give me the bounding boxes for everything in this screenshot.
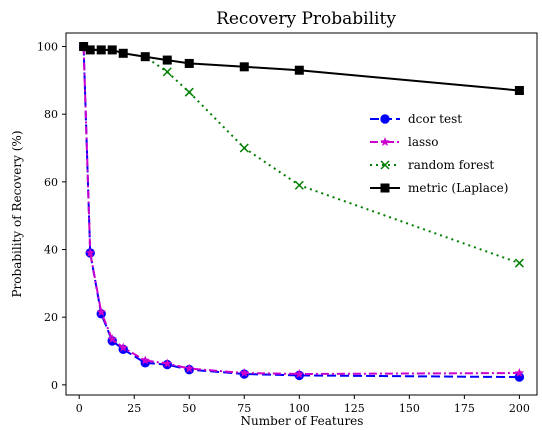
series-3 (79, 42, 524, 96)
series-2 (79, 42, 524, 268)
y-tick-label: 40 (44, 244, 58, 257)
x-tick-label: 50 (182, 402, 196, 415)
x-tick-label: 175 (454, 402, 475, 415)
x-tick-label: 100 (289, 402, 310, 415)
data-point (162, 55, 172, 65)
x-tick-label: 25 (127, 402, 141, 415)
series-1 (78, 41, 525, 379)
legend-label: metric (Laplace) (408, 181, 508, 195)
series-line (83, 45, 520, 265)
data-point (184, 363, 195, 373)
data-point (118, 342, 128, 352)
x-tick-label: 150 (399, 402, 420, 415)
axis-ticks: 0 25 50 75 100 125 150 175 200 0 20 40 60 80 100 (37, 41, 530, 415)
data-point (239, 143, 249, 153)
legend-label: lasso (408, 135, 439, 149)
y-tick-label: 0 (51, 379, 58, 392)
chart-title: Recovery Probability (216, 9, 396, 29)
x-tick-label: 0 (76, 402, 83, 415)
legend-marker (380, 137, 390, 147)
data-point (514, 258, 524, 268)
legend-label: random forest (408, 158, 494, 172)
plot-area (78, 41, 525, 382)
data-point (294, 65, 304, 75)
y-axis-label: Probability of Recovery (%) (10, 130, 24, 297)
data-point (239, 62, 249, 72)
data-point (118, 48, 128, 58)
y-tick-label: 60 (44, 176, 58, 189)
data-point (294, 180, 304, 190)
data-point (184, 87, 194, 97)
data-point (79, 42, 89, 52)
data-point (184, 58, 194, 68)
y-tick-label: 100 (37, 41, 58, 54)
data-point (140, 355, 150, 365)
series-0 (78, 41, 525, 382)
legend-marker (380, 183, 390, 193)
data-point (162, 358, 172, 368)
x-tick-label: 125 (344, 402, 365, 415)
legend-label: dcor test (408, 112, 462, 126)
data-point (85, 247, 95, 257)
legend-marker (380, 114, 390, 124)
data-point (162, 67, 172, 77)
data-point (514, 368, 525, 378)
legend-marker (380, 160, 390, 170)
legend: dcor test lasso random forest metric (Lapla… (370, 112, 508, 195)
x-axis-label: Number of Features (241, 414, 364, 428)
y-tick-label: 80 (44, 108, 58, 121)
y-tick-label: 20 (44, 311, 58, 324)
data-point (294, 369, 305, 379)
data-point (96, 307, 106, 317)
data-point (239, 368, 250, 378)
data-point (107, 334, 117, 344)
plot-frame (65, 32, 538, 396)
data-point (107, 45, 117, 55)
data-point (85, 45, 95, 55)
data-point (514, 86, 524, 96)
series-line (82, 46, 520, 379)
data-point (140, 52, 150, 62)
data-point (96, 45, 106, 55)
x-tick-label: 200 (509, 402, 530, 415)
series-line (82, 46, 520, 376)
x-tick-label: 75 (237, 402, 251, 415)
